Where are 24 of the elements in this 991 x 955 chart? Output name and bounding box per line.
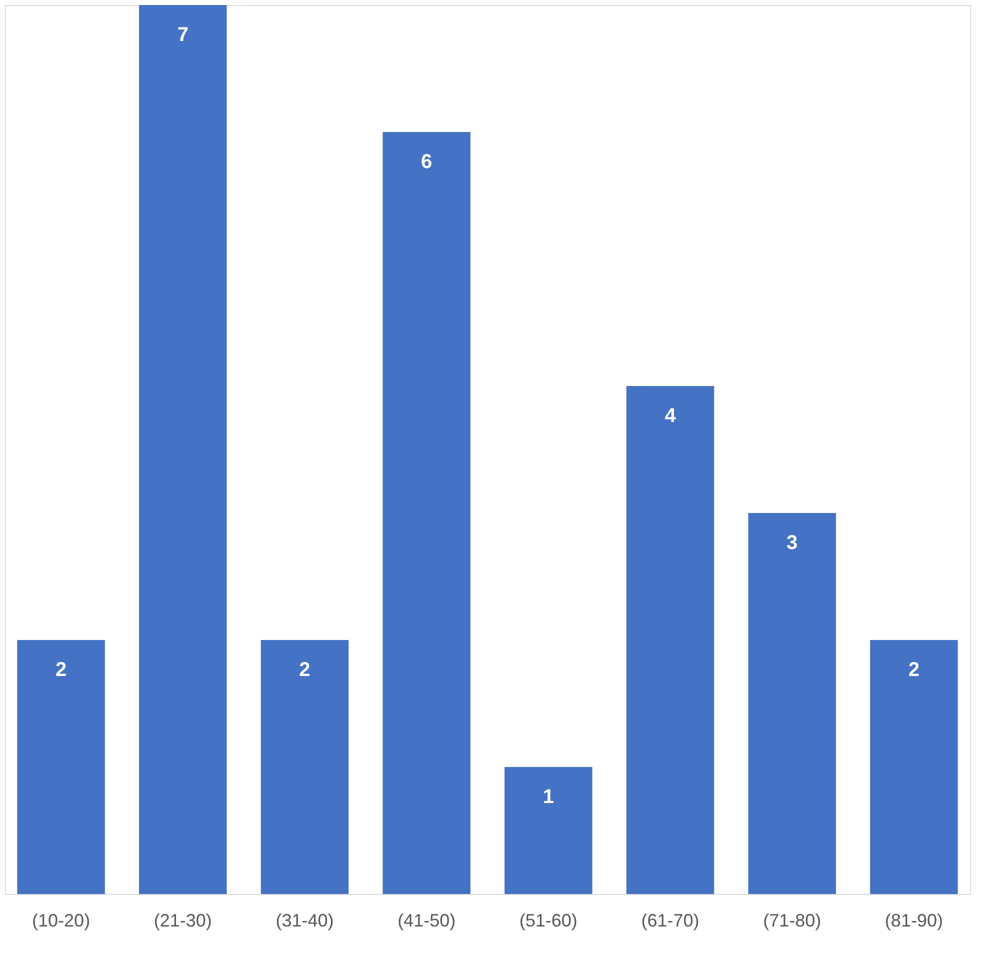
- data-label: 4: [664, 405, 677, 427]
- data-label: 2: [299, 659, 310, 681]
- bar: [382, 132, 470, 894]
- x-tick-label: (10-20): [32, 910, 90, 930]
- bar: [748, 513, 836, 894]
- bar: [17, 640, 105, 894]
- x-tick-label: (81-90): [884, 910, 943, 930]
- x-tick-label: (31-40): [276, 910, 334, 930]
- x-tick-label: (41-50): [398, 910, 456, 930]
- bar: [260, 640, 349, 894]
- data-label: 7: [177, 24, 188, 46]
- data-label: 2: [55, 659, 67, 681]
- x-tick-label: (51-60): [519, 910, 578, 930]
- x-tick-label: (71-80): [763, 910, 822, 930]
- x-tick-label: (61-70): [641, 910, 700, 930]
- bar: [626, 386, 714, 894]
- bar: [870, 640, 958, 894]
- data-label: 6: [421, 151, 432, 173]
- x-tick-label: (21-30): [154, 910, 212, 930]
- data-label: 2: [908, 659, 920, 681]
- data-label: 1: [542, 786, 554, 808]
- bar: [139, 5, 227, 894]
- bar: [504, 767, 592, 894]
- data-label: 3: [786, 532, 798, 554]
